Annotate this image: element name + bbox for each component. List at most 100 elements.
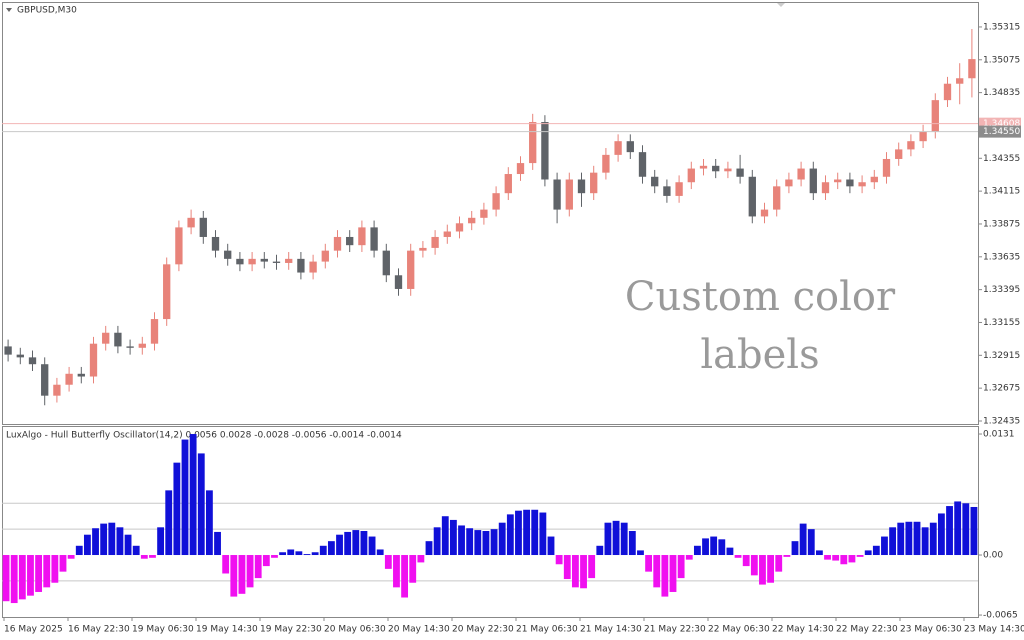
histogram-bar [458,525,465,556]
candle-body [321,250,329,262]
histogram-bar [18,555,26,600]
histogram-bar [376,549,384,556]
candle-body [724,168,732,172]
histogram-bar [531,509,539,556]
histogram-bar [677,555,685,579]
histogram-bar [571,555,579,588]
histogram-bar [222,555,230,574]
histogram-bar [661,555,669,597]
histogram-bar [214,531,221,556]
x-tick-label: 20 May 22:30 [452,625,514,635]
histogram-bar [889,527,897,556]
x-tick-label: 21 May 14:30 [580,625,642,635]
y-tick-label: 0.00 [983,551,1003,561]
candle-body [785,179,793,187]
candle-body [419,247,427,251]
histogram-bar [807,529,815,556]
candle-body [394,275,403,289]
histogram-bar [35,555,43,592]
histogram-bar [368,536,376,556]
candle-body [895,149,903,159]
candle-body [968,59,976,79]
histogram-bar [726,547,734,556]
oscillator-panel-border [2,426,979,618]
y-tick-label: 1.35075 [983,55,1020,65]
candle-body [382,250,390,276]
histogram-bar [645,555,653,572]
histogram-bar [750,555,758,576]
candle-body [651,176,659,187]
candle-body [187,217,195,228]
x-tick-label: 23 May 06:30 [900,625,962,635]
candle-body [675,182,683,196]
histogram-bar [132,545,140,556]
y-tick-label: 1.33155 [983,318,1020,328]
histogram-bar [425,541,433,556]
x-tick-label: 16 May 22:30 [68,625,130,635]
histogram-bar [466,528,474,556]
histogram-bar [555,555,563,565]
y-tick-label: 0.0131 [983,430,1015,440]
histogram-bar [149,555,156,558]
histogram-bar [913,521,921,556]
annotation: labels [700,332,819,378]
histogram-bar [929,522,937,556]
candle-body [736,168,744,177]
candle-body [541,122,549,180]
candle-body [919,131,927,142]
candle-body [687,168,695,183]
histogram-bar [742,555,750,567]
histogram-bar [10,555,18,604]
candle-body [272,261,281,263]
histogram-bar [588,555,596,579]
histogram-bar [43,555,51,588]
symbol-dropdown-icon[interactable] [6,8,12,12]
histogram-bar [669,555,677,592]
candle-body [821,182,830,194]
candle-body [175,227,183,265]
candle-body [443,231,451,237]
histogram-bar [693,545,701,556]
histogram-bar [433,527,441,556]
candle-body [907,141,915,150]
histogram-bar [864,550,872,556]
candle-body [163,264,171,320]
histogram-bar [718,539,726,556]
candle-body [236,258,244,265]
x-tick-label: 22 May 22:30 [836,625,898,635]
histogram-bar [547,536,555,556]
price-label: 1.34550 [983,127,1020,137]
histogram-bar [75,545,83,556]
histogram-bar [173,462,181,556]
candle-body [956,78,964,84]
candle-body [53,384,61,396]
candle-body [41,364,49,396]
histogram-bar [856,555,864,557]
x-tick-label: 19 May 06:30 [132,625,194,635]
histogram-bar [189,434,197,556]
candle-body [577,179,586,194]
x-tick-label: 21 May 22:30 [644,625,706,635]
histogram-bar [824,555,831,560]
histogram-bar [905,521,913,556]
histogram-bar [238,555,246,594]
y-tick-label: 1.32675 [983,384,1020,394]
histogram-bar [506,514,514,556]
histogram-bar [490,529,498,556]
histogram-bar [832,555,840,561]
candle-body [480,209,488,218]
histogram-bar [384,555,392,569]
candle-body [4,346,12,355]
histogram-bar [897,522,905,556]
histogram-bar [881,536,888,556]
candle-body [65,373,73,385]
histogram-bar [59,555,67,572]
candle-body [260,258,268,262]
candle-body [931,100,939,132]
histogram-bar [108,522,116,556]
histogram-bar [498,522,506,556]
annotation: Custom color [625,274,896,320]
candle-body [199,217,207,237]
histogram-bar [67,555,75,559]
